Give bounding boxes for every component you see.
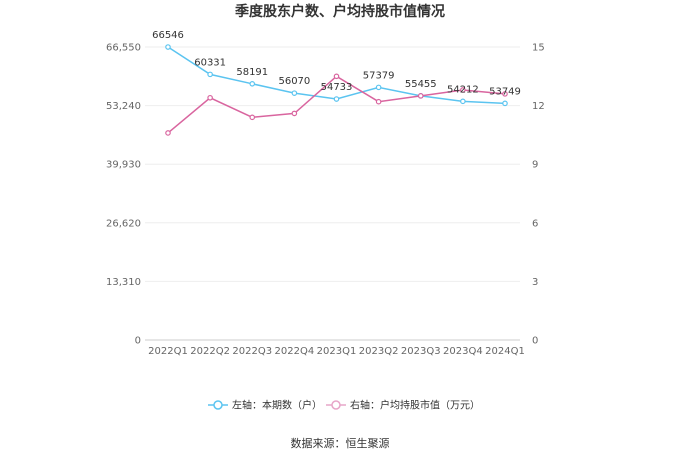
x-tick-label: 2023Q3 [401,346,441,357]
data-label: 56070 [278,76,310,87]
data-label: 58191 [236,67,268,78]
data-label: 57379 [363,70,395,81]
right-tick-label: 12 [532,101,545,112]
data-point [291,90,298,96]
left-tick-label: 13,310 [106,277,141,288]
legend-label: 右轴：户均持股市值（万元） [350,399,480,412]
x-tick-label: 2023Q1 [317,346,357,357]
legend-swatch-marker [213,400,223,410]
x-tick-label: 2022Q1 [148,346,188,357]
right-tick-label: 0 [532,336,538,347]
data-label: 54733 [321,82,353,93]
data-label: 60331 [194,57,226,68]
right-tick-label: 15 [532,43,545,54]
legend-swatch-marker [331,400,341,410]
left-tick-label: 39,930 [106,160,141,171]
x-tick-label: 2023Q4 [443,346,483,357]
right-tick-label: 3 [532,277,538,288]
data-point [502,100,508,107]
right-tick-label: 6 [532,218,538,229]
data-label: 53749 [489,86,521,97]
x-tick-label: 2024Q1 [485,346,525,357]
data-point [460,87,466,93]
x-tick-label: 2023Q2 [359,346,399,357]
data-point [375,84,382,91]
data-point [333,96,340,102]
data-point [249,81,256,87]
left-tick-label: 0 [135,336,141,347]
data-point [502,91,508,97]
chart-title: 季度股东户数、户均持股市值情况 [234,3,445,20]
data-point [460,98,466,105]
series [165,44,508,136]
axes: 0 0 13,310 3 26,620 6 39,930 9 53,240 12 66,550 15 2… [106,43,545,358]
data-point [207,71,213,78]
data-label: 66546 [152,30,184,41]
data-point [375,98,382,105]
data-point [165,44,171,50]
x-tick-label: 2022Q3 [232,346,272,357]
grid [145,46,520,341]
data-point [165,130,171,136]
data-point [249,114,256,121]
x-tick-label: 2022Q4 [275,346,315,357]
data-point [417,93,424,99]
left-tick-label: 26,620 [106,218,141,229]
legend-label: 左轴：本期数（户） [232,399,322,412]
data-labels: 66546 60331 58191 56070 54733 57379 55455 54212… [152,30,521,97]
data-label: 54212 [447,84,479,95]
data-point [291,110,298,117]
left-tick-label: 53,240 [106,101,141,112]
data-point [207,94,213,101]
right-tick-label: 9 [532,160,538,171]
x-tick-label: 2022Q2 [190,346,230,357]
source-note: 数据来源：恒生聚源 [291,436,390,450]
legend[interactable]: 左轴：本期数（户） 右轴：户均持股市值（万元） [208,399,480,412]
legend-item-avg-holding[interactable]: 右轴：户均持股市值（万元） [326,399,480,412]
left-tick-label: 66,550 [106,43,141,54]
data-label: 55455 [405,79,437,90]
data-point [333,73,340,80]
legend-item-households[interactable]: 左轴：本期数（户） [208,399,322,412]
